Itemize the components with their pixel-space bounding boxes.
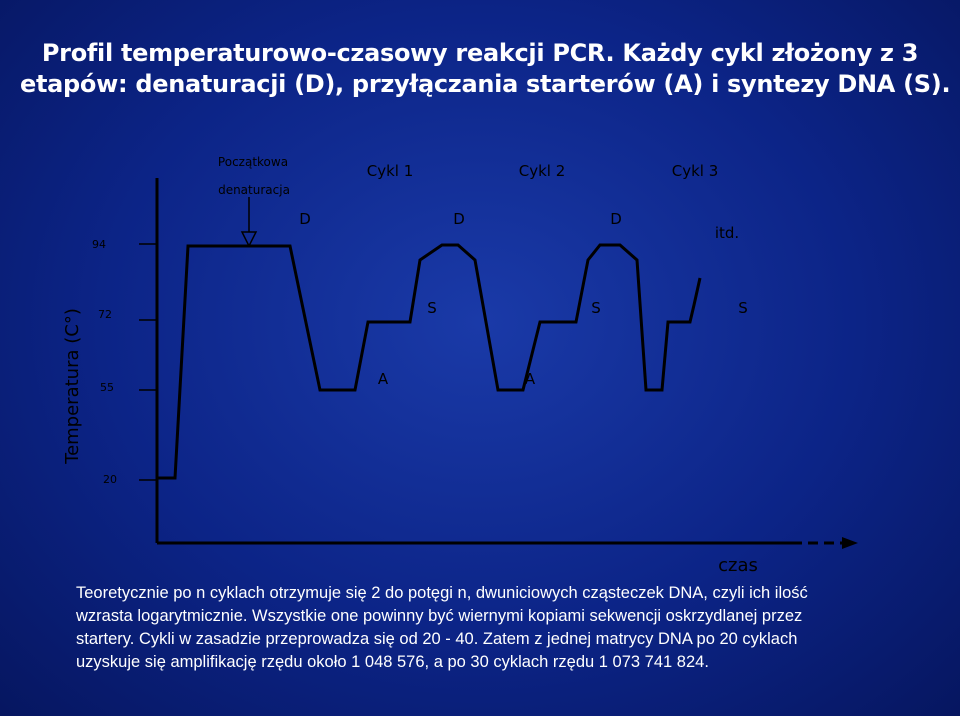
denaturation-label-1: D xyxy=(299,210,311,228)
synthesis-label-1: S xyxy=(427,299,437,317)
temperature-profile-line xyxy=(157,243,702,480)
initial-denaturation-label-top: Początkowa xyxy=(218,155,288,169)
y-tick-label-72: 72 xyxy=(98,308,112,321)
y-tick-label-20: 20 xyxy=(103,473,117,486)
y-tick-label-55: 55 xyxy=(100,381,114,394)
description: Teoretycznie po n cyklach otrzymuje się … xyxy=(76,582,906,674)
etc-label: itd. xyxy=(715,224,739,242)
annealing-label-1: A xyxy=(378,370,389,388)
description-line-2: wzrasta logarytmicznie. Wszystkie one po… xyxy=(76,607,803,625)
denaturation-label-3: D xyxy=(610,210,622,228)
cycle-2-label: Cykl 2 xyxy=(519,162,566,180)
synthesis-label-2: S xyxy=(591,299,601,317)
description-line-1: Teoretycznie po n cyklach otrzymuje się … xyxy=(76,584,808,602)
x-axis-arrowhead xyxy=(842,537,858,549)
annealing-label-2: A xyxy=(525,370,536,388)
cycle-1-label: Cykl 1 xyxy=(367,162,414,180)
slide-title: Profil temperaturowo-czasowy reakcji PCR… xyxy=(20,38,951,100)
title-line-2: etapów: denaturacji (D), przyłączania st… xyxy=(20,70,951,98)
synthesis-label-3: S xyxy=(738,299,748,317)
description-line-3: startery. Cykli w zasadzie przeprowadza … xyxy=(76,630,798,648)
denaturation-label-2: D xyxy=(453,210,465,228)
y-tick-label-94: 94 xyxy=(92,238,106,251)
description-line-4: uzyskuje się amplifikację rzędu około 1 … xyxy=(76,653,709,671)
cycle-3-label: Cykl 3 xyxy=(672,162,719,180)
title-line-1: Profil temperaturowo-czasowy reakcji PCR… xyxy=(41,39,919,67)
y-axis-label: Temperatura (C°) xyxy=(62,308,83,465)
initial-denaturation-label-bottom: denaturacja xyxy=(218,183,290,197)
x-axis-label: czas xyxy=(718,555,758,576)
initial-denaturation-arrow-head xyxy=(240,231,258,248)
